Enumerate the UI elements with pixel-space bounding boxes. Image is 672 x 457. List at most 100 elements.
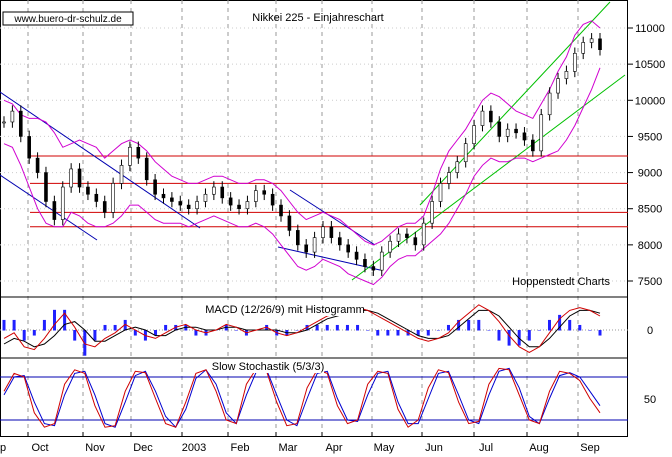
x-tick-label: p xyxy=(0,442,6,454)
macd-histogram-bar xyxy=(335,324,339,331)
source-url[interactable]: www.buero-dr-schulz.de xyxy=(13,14,122,25)
macd-histogram-bar xyxy=(588,330,592,331)
price-bar-body xyxy=(489,110,493,123)
uptrend-line-lower xyxy=(351,74,626,281)
bollinger-bands xyxy=(3,20,601,286)
macd-histogram-bar xyxy=(133,330,137,336)
y-tick-label: 10000 xyxy=(635,95,666,107)
macd-histogram-bar xyxy=(507,330,511,346)
macd-histogram-bar xyxy=(467,319,471,331)
x-axis: p Oct Nov Dec 2003 Feb Mar Apr May Jun Jul Aug Sep xyxy=(0,432,600,454)
price-bar-body xyxy=(455,161,460,173)
y-tick-label: 8500 xyxy=(638,204,662,216)
price-bar-body xyxy=(245,201,250,210)
stoch-fast-line xyxy=(3,367,601,428)
macd-histogram-bar xyxy=(315,324,319,331)
macd-title-bg xyxy=(208,303,363,316)
x-tick-label: Dec xyxy=(133,442,153,454)
price-bar-body xyxy=(472,125,476,144)
attribution: Hoppenstedt Charts xyxy=(512,276,610,288)
y-tick-label: 8000 xyxy=(638,240,662,252)
price-bar-body xyxy=(329,226,334,238)
price-bar-body xyxy=(589,38,594,43)
price-bar-body xyxy=(564,71,569,79)
macd-histogram-bar xyxy=(527,330,531,341)
x-tick-label: 2003 xyxy=(182,442,206,454)
macd-histogram-bar xyxy=(345,324,349,331)
y-tick-label: 7500 xyxy=(638,276,662,288)
macd-histogram-bar xyxy=(123,319,127,331)
price-bar-body xyxy=(203,193,208,202)
price-bar-body xyxy=(405,233,409,238)
price-bar-body xyxy=(371,266,376,271)
macd-histogram-bar xyxy=(497,330,501,341)
x-tick-label: Jun xyxy=(425,442,443,454)
downtrend-channel-lower xyxy=(0,174,98,241)
price-bar-body xyxy=(421,222,426,246)
y-tick-label: 10500 xyxy=(635,59,666,71)
macd-histogram-bar xyxy=(547,319,551,331)
macd-histogram-bar xyxy=(386,330,390,336)
price-bar-body xyxy=(296,230,300,246)
price-bar-body xyxy=(287,215,292,231)
macd-line xyxy=(3,304,601,353)
price-bar-body xyxy=(388,240,392,253)
price-bar-body xyxy=(463,143,468,163)
macd-histogram-bar xyxy=(537,330,541,331)
macd-y-tick: 0 xyxy=(647,325,653,337)
y-tick-label: 9000 xyxy=(638,168,662,180)
y-tick-label: 11000 xyxy=(635,23,665,35)
price-bar-body xyxy=(581,42,586,54)
macd-histogram-bar xyxy=(366,330,370,331)
x-tick-label: Apr xyxy=(325,442,342,454)
price-bar-body xyxy=(321,226,325,238)
price-bar-body xyxy=(522,132,527,141)
macd-histogram-bar xyxy=(436,330,440,331)
macd-histogram-bar xyxy=(184,324,188,331)
macd-histogram-bar xyxy=(194,330,198,336)
macd-histogram-bar xyxy=(63,309,67,331)
stoch-slow-line xyxy=(3,367,601,429)
price-bar-body xyxy=(35,157,40,173)
price-bar-body xyxy=(539,114,544,152)
price-bar-body xyxy=(556,78,560,94)
macd-histogram-bar xyxy=(22,330,26,341)
price-y-axis: 7500 8000 8500 9000 9500 10000 10500 11000 xyxy=(628,23,665,288)
price-bar-body xyxy=(69,168,73,188)
spring-downtrend-lower xyxy=(277,246,381,271)
price-bar-body xyxy=(27,136,31,159)
price-bar-body xyxy=(2,121,6,124)
macd-histogram-bar xyxy=(154,330,158,336)
price-bar-body xyxy=(480,110,485,126)
price-bar-body xyxy=(279,204,283,217)
macd-histogram-bar xyxy=(457,319,461,331)
macd-histogram-bar xyxy=(32,330,36,336)
macd-histogram-bar xyxy=(376,330,380,336)
price-bar-body xyxy=(304,244,308,253)
stoch-y-tick: 50 xyxy=(644,394,656,406)
x-tick-label: Sep xyxy=(580,442,600,454)
price-bar-body xyxy=(598,38,602,50)
x-tick-label: Nov xyxy=(85,442,105,454)
macd-histogram-bar xyxy=(558,314,562,331)
price-bar-body xyxy=(312,237,317,253)
macd-lines xyxy=(3,304,601,353)
lower-band-line xyxy=(3,67,601,286)
price-bar-body xyxy=(228,197,233,206)
macd-histogram-bar xyxy=(53,309,57,331)
price-bar-body xyxy=(161,193,166,199)
macd-histogram-bar xyxy=(12,319,16,331)
price-bar-body xyxy=(497,121,502,137)
macd-histogram-bar xyxy=(578,324,582,331)
price-bar-body xyxy=(346,244,350,253)
price-bar-body xyxy=(111,183,115,213)
price-bar-body xyxy=(86,186,90,195)
upper-band-line xyxy=(3,20,601,246)
macd-histogram-bar xyxy=(2,319,6,331)
macd-histogram-bar xyxy=(426,330,430,336)
macd-histogram-bar xyxy=(487,330,491,331)
price-bar-body xyxy=(514,128,518,134)
price-bar-body xyxy=(186,204,191,210)
macd-histogram-bar xyxy=(416,330,420,336)
macd-histogram-bar xyxy=(113,324,117,331)
